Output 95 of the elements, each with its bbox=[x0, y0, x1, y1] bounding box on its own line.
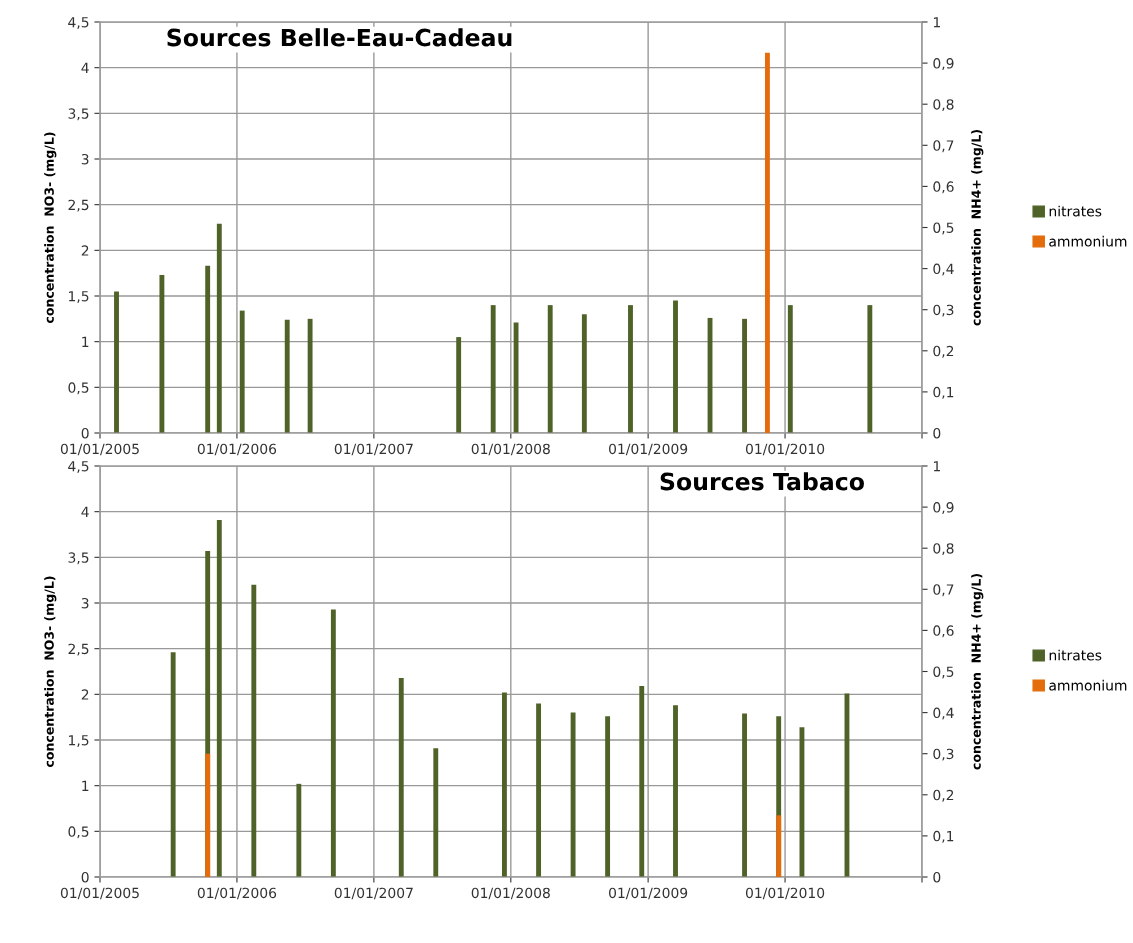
y2-tick-label: 0,7 bbox=[933, 584, 954, 597]
bar bbox=[170, 652, 176, 877]
y-axis-title: concentration NO3- (mg/L) bbox=[44, 576, 57, 767]
y2-axis-title: concentration NH4+ (mg/L) bbox=[971, 130, 984, 326]
bar bbox=[490, 305, 496, 433]
bar bbox=[216, 519, 222, 877]
y2-tick-label: 0,3 bbox=[933, 304, 954, 317]
y2-tick-label: 0,2 bbox=[933, 789, 954, 802]
y-tick-label: 4,5 bbox=[68, 17, 89, 29]
y-tick-label: 1,5 bbox=[69, 735, 89, 747]
bar bbox=[867, 305, 873, 433]
x-tick-label: 01/01/2010 bbox=[745, 887, 825, 900]
y2-tick-label: 0,9 bbox=[933, 502, 954, 514]
bar bbox=[251, 584, 257, 877]
y-tick-label: 2 bbox=[81, 689, 89, 700]
x-tick-label: 01/01/2006 bbox=[197, 887, 277, 900]
y2-tick-label: 0,8 bbox=[933, 543, 954, 556]
bar bbox=[742, 318, 747, 433]
y-tick-label: 1,5 bbox=[69, 291, 89, 303]
bar bbox=[502, 692, 507, 877]
bar bbox=[433, 748, 439, 877]
y-tick-label: 0,5 bbox=[68, 826, 89, 839]
x-tick-label: 01/01/2010 bbox=[745, 443, 825, 456]
y-tick-label: 3,5 bbox=[68, 552, 89, 565]
legend-label: ammonium bbox=[1049, 679, 1127, 691]
bar bbox=[513, 322, 519, 433]
x-tick-label: 01/01/2006 bbox=[197, 443, 277, 456]
y2-tick-label: 0,4 bbox=[933, 707, 954, 720]
y2-tick-label: 0,7 bbox=[933, 140, 954, 153]
legend-label: nitrates bbox=[1049, 649, 1102, 661]
bar bbox=[114, 291, 119, 433]
y-axis-title: concentration NO3- (mg/L) bbox=[44, 132, 57, 323]
y-tick-label: 4 bbox=[81, 506, 89, 517]
bar bbox=[330, 609, 336, 877]
y-tick-label: 2,5 bbox=[68, 643, 89, 656]
bar bbox=[205, 265, 211, 433]
x-tick-label: 01/01/2009 bbox=[609, 887, 688, 900]
legend-label: nitrates bbox=[1049, 205, 1102, 217]
bar bbox=[639, 686, 645, 877]
y2-tick-label: 1 bbox=[933, 461, 940, 472]
y-tick-label: 0,5 bbox=[68, 382, 89, 395]
bar bbox=[239, 310, 245, 433]
y2-tick-label: 0 bbox=[933, 871, 941, 883]
y-tick-label: 2 bbox=[81, 245, 89, 256]
y2-tick-label: 0,2 bbox=[933, 345, 954, 358]
chart-title: Sources Belle-Eau-Cadeau bbox=[167, 28, 512, 47]
y2-tick-label: 0 bbox=[933, 427, 941, 439]
y2-tick-label: 0,5 bbox=[933, 222, 954, 235]
y-tick-label: 3 bbox=[81, 153, 89, 165]
y-tick-label: 0 bbox=[81, 427, 89, 439]
y2-tick-label: 0,6 bbox=[933, 625, 954, 638]
y2-tick-label: 0,4 bbox=[933, 263, 954, 276]
x-tick-label: 01/01/2007 bbox=[334, 443, 413, 456]
bar bbox=[284, 319, 290, 433]
y2-tick-label: 1 bbox=[933, 17, 940, 28]
bar bbox=[159, 274, 165, 433]
bar bbox=[605, 716, 611, 877]
x-tick-label: 01/01/2008 bbox=[471, 443, 550, 456]
bar bbox=[456, 337, 462, 433]
y2-tick-label: 0,3 bbox=[933, 748, 954, 761]
y2-tick-label: 0,8 bbox=[933, 99, 954, 112]
x-tick-label: 01/01/2008 bbox=[471, 887, 550, 900]
bar bbox=[742, 713, 747, 877]
y-tick-label: 3,5 bbox=[68, 108, 89, 121]
bar bbox=[673, 705, 678, 877]
y-tick-label: 1 bbox=[82, 780, 89, 791]
y2-tick-label: 0,1 bbox=[933, 830, 954, 843]
x-tick-label: 01/01/2005 bbox=[60, 443, 139, 456]
y2-tick-label: 0,5 bbox=[933, 666, 954, 679]
y-tick-label: 4,5 bbox=[68, 461, 89, 473]
y-tick-label: 1 bbox=[82, 336, 89, 347]
bar bbox=[787, 305, 793, 433]
legend-label: ammonium bbox=[1049, 235, 1127, 247]
y-tick-label: 2,5 bbox=[68, 199, 89, 212]
y2-tick-label: 0,9 bbox=[933, 58, 954, 70]
bar bbox=[398, 677, 404, 877]
bar bbox=[536, 703, 542, 877]
y-tick-label: 0 bbox=[81, 871, 89, 883]
x-tick-label: 01/01/2005 bbox=[60, 887, 139, 900]
y-tick-label: 4 bbox=[81, 62, 89, 73]
y-tick-label: 3 bbox=[81, 597, 89, 609]
bar bbox=[570, 712, 576, 877]
bar bbox=[673, 300, 678, 433]
y2-axis-title: concentration NH4+ (mg/L) bbox=[971, 574, 984, 770]
bar bbox=[581, 314, 587, 433]
bar bbox=[307, 318, 313, 433]
y2-tick-label: 0,6 bbox=[933, 181, 954, 194]
x-tick-label: 01/01/2009 bbox=[609, 443, 688, 456]
y2-tick-label: 0,1 bbox=[933, 386, 954, 399]
bar bbox=[296, 783, 302, 877]
chart-title: Sources Tabaco bbox=[660, 472, 864, 491]
bar bbox=[628, 305, 633, 433]
bar bbox=[216, 223, 222, 433]
bar bbox=[547, 305, 553, 433]
x-tick-label: 01/01/2007 bbox=[334, 887, 413, 900]
